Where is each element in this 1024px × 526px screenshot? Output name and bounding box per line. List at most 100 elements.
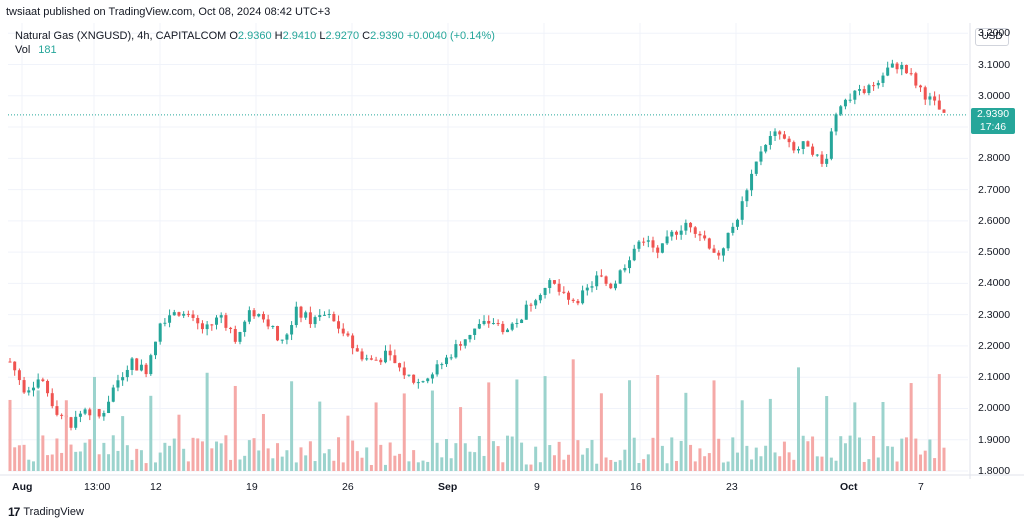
candle-body: [679, 230, 683, 235]
low-value: 2.9270: [325, 30, 360, 42]
volume-bar: [88, 439, 92, 471]
footer-branding[interactable]: 17 TradingView: [8, 505, 84, 519]
candle-body: [590, 286, 594, 288]
candle-body: [707, 238, 711, 249]
candle-body: [243, 321, 247, 333]
candle-body: [318, 315, 322, 318]
volume-bar: [571, 359, 575, 471]
volume-bar: [825, 396, 829, 471]
volume-bar: [581, 454, 585, 471]
volume-bar: [872, 436, 876, 471]
price-tick-label: 2.0000: [978, 402, 1011, 415]
candle-body: [548, 280, 552, 288]
candle-body: [229, 327, 233, 330]
volume-bar: [740, 400, 744, 471]
volume-bar: [168, 445, 172, 471]
chart-canvas[interactable]: [0, 23, 1024, 503]
candle-body: [83, 409, 87, 414]
chart-legend: Natural Gas (XNGUSD), 4h, CAPITALCOM O2.…: [15, 29, 495, 44]
candle-body: [829, 131, 833, 159]
volume-bar: [322, 453, 326, 471]
volume-bar: [801, 435, 805, 471]
volume-bar: [196, 438, 200, 471]
volume-bar: [398, 453, 402, 471]
tradingview-brand: TradingView: [23, 506, 84, 518]
volume-bar: [219, 443, 223, 471]
volume-bar: [13, 447, 17, 471]
candle-body: [754, 161, 758, 174]
candle-body: [430, 374, 434, 379]
candle-body: [787, 138, 791, 143]
volume-bar: [787, 452, 791, 471]
volume-bar: [416, 462, 420, 471]
volume-bar: [60, 452, 64, 471]
candle-body: [820, 154, 824, 164]
volume-bar: [923, 450, 927, 471]
time-tick-label: 12: [150, 481, 162, 493]
price-tick-label: 3.1000: [978, 58, 1011, 71]
volume-bar: [116, 450, 120, 471]
candle-body: [454, 344, 458, 358]
volume-bar: [829, 457, 833, 471]
volume-bar: [107, 454, 111, 471]
candle-body: [60, 414, 64, 416]
candle-body: [529, 304, 533, 306]
volume-bar: [768, 398, 772, 471]
volume-bar: [379, 444, 383, 471]
volume-bar: [8, 399, 12, 471]
candle-body: [463, 339, 467, 346]
volume-bar: [111, 435, 115, 471]
candle-body: [876, 82, 880, 86]
candle-body: [440, 364, 444, 366]
price-tick-label: 1.9000: [978, 433, 1011, 446]
candle-body: [247, 310, 251, 322]
price-tick-label: 2.4000: [978, 277, 1011, 290]
volume-bar: [369, 464, 373, 471]
volume-bar: [22, 444, 26, 471]
volume-bar: [707, 453, 711, 471]
close-value: 2.9390: [370, 30, 404, 42]
candle-body: [31, 387, 35, 391]
candle-body: [219, 315, 223, 318]
currency-button[interactable]: USD: [975, 28, 1009, 46]
volume-bar: [834, 460, 838, 471]
volume-bar: [64, 400, 68, 471]
volume-bar: [665, 463, 669, 471]
candle-body: [308, 312, 312, 325]
chart-frame[interactable]: [0, 23, 1024, 503]
candle-body: [290, 325, 294, 335]
candle-body: [543, 287, 547, 296]
volume-bar: [407, 461, 411, 471]
volume-bar: [97, 454, 101, 471]
volume-bar: [468, 451, 472, 471]
volume-bar: [670, 437, 674, 471]
volume-bar: [853, 402, 857, 471]
candle-body: [839, 106, 843, 115]
time-tick-label: 26: [342, 481, 354, 493]
volume-bar: [674, 460, 678, 471]
candle-body: [294, 306, 298, 326]
candle-body: [689, 222, 693, 228]
volume-bar: [520, 442, 524, 471]
volume-bar: [205, 372, 209, 471]
volume-bar: [280, 456, 284, 471]
volume-bar: [726, 461, 730, 471]
volume-bar: [510, 436, 514, 471]
volume-bar: [501, 462, 505, 471]
volume-bar: [750, 459, 754, 471]
candle-body: [665, 236, 669, 244]
candle-body: [266, 319, 270, 327]
volume-bar: [313, 461, 317, 471]
candle-body: [496, 323, 500, 325]
volume-bar: [346, 415, 350, 471]
candle-body: [158, 323, 162, 342]
volume-bar: [806, 441, 810, 471]
volume-bar: [590, 439, 594, 471]
candle-body: [740, 201, 744, 220]
volume-bar: [703, 456, 707, 471]
volume-bar: [599, 393, 603, 471]
candle-body: [914, 73, 918, 86]
candle-body: [909, 73, 913, 75]
volume-bar: [153, 462, 157, 471]
volume-bar: [660, 445, 664, 471]
